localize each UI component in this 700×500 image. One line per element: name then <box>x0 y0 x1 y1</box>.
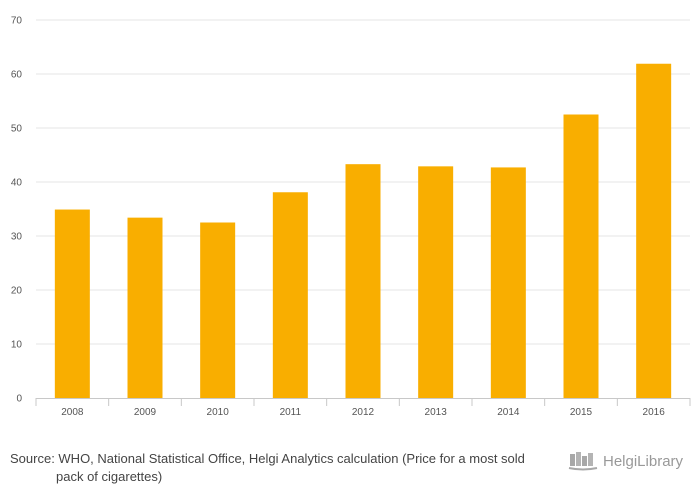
bar-2011[interactable] <box>272 192 308 398</box>
x-tick-label: 2012 <box>352 407 375 418</box>
source-text: Source: WHO, National Statistical Office… <box>10 451 525 484</box>
y-tick-label: 50 <box>11 124 23 135</box>
bar-chart: 0 10 20 30 40 50 60 70 2008 2009 2010 2011 2012 2013… <box>11 16 691 418</box>
x-tick-label: 2013 <box>425 407 448 418</box>
y-tick-label: 70 <box>11 16 23 27</box>
helgi-library-logo-icon <box>568 452 598 471</box>
bar-2008[interactable] <box>54 209 90 398</box>
x-axis: 2008 2009 2010 2011 2012 2013 2014 2015 2016 <box>35 398 691 418</box>
brand-logo: HelgiLibrary <box>568 448 683 474</box>
y-tick-label: 30 <box>11 232 23 243</box>
bar-2009[interactable] <box>127 217 163 398</box>
bar-2016[interactable] <box>636 63 672 399</box>
bar-2012[interactable] <box>345 164 381 398</box>
bars <box>54 63 672 399</box>
y-tick-label: 0 <box>16 394 22 405</box>
bar-2010[interactable] <box>200 222 236 399</box>
bar-2015[interactable] <box>563 114 599 399</box>
x-tick-label: 2011 <box>280 407 302 418</box>
brand-name: HelgiLibrary <box>603 452 684 470</box>
x-tick-label: 2009 <box>134 407 157 418</box>
y-axis: 0 10 20 30 40 50 60 70 <box>11 16 23 405</box>
x-tick-label: 2014 <box>497 407 520 418</box>
x-tick-label: 2016 <box>643 407 666 418</box>
y-tick-label: 10 <box>11 340 23 351</box>
bar-2014[interactable] <box>490 167 526 398</box>
x-tick-label: 2010 <box>207 407 230 418</box>
x-tick-label: 2015 <box>570 407 593 418</box>
x-tick-label: 2008 <box>61 407 84 418</box>
y-tick-label: 40 <box>11 178 23 189</box>
y-tick-label: 20 <box>11 286 23 297</box>
source-note: Source: WHO, National Statistical Office… <box>10 450 530 486</box>
y-tick-label: 60 <box>11 70 23 81</box>
bar-2013[interactable] <box>418 166 454 398</box>
